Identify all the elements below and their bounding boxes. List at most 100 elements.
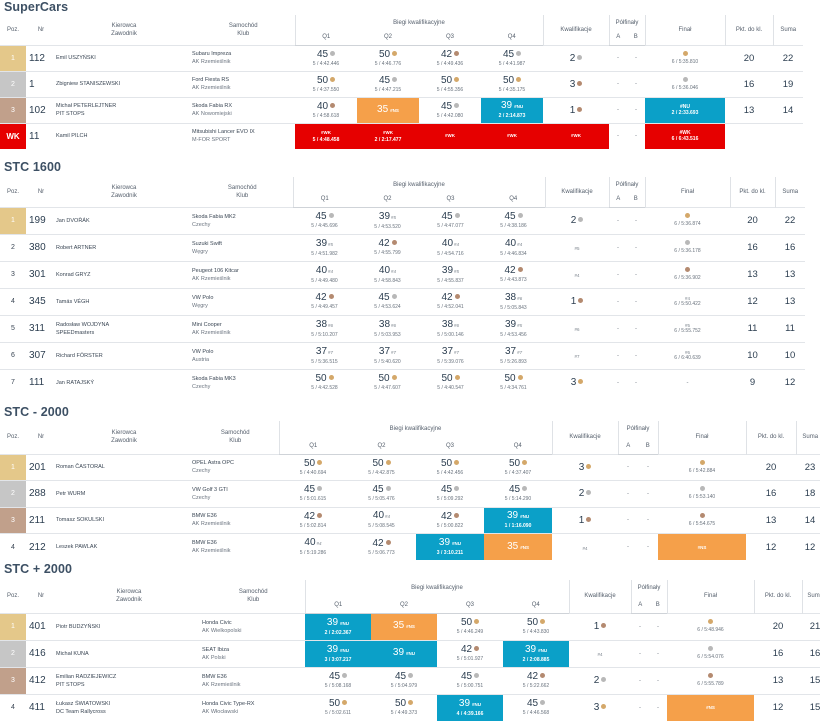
final-cell[interactable]: #NU 2 / 2:33.693 [645, 96, 726, 123]
table-row[interactable]: 1 199 Jan DVOŘÁK Skoda Fabia MK2 Czechy 45 5 /… [0, 206, 806, 234]
heat-cell-q1[interactable]: 38#6 5 / 5:10.207 [293, 314, 356, 342]
final-cell[interactable]: - [645, 368, 731, 396]
table-row[interactable]: 2 416 Michał KUNA SEAT Ibiza AK Polski 39 #NU 3… [0, 639, 820, 667]
heat-cell-q3[interactable]: 40#4 5 / 4:54.716 [419, 233, 482, 261]
heat-cell-q4[interactable]: 50 5 / 4:34.761 [482, 368, 546, 396]
heat-cell-q3[interactable]: 50 5 / 4:46.249 [437, 612, 503, 640]
heat-cell-q4[interactable]: 37#7 5 / 5:26.893 [482, 341, 546, 369]
heat-cell-q4[interactable]: 35 #NS [484, 533, 553, 560]
heat-cell-q1[interactable]: 40 5 / 4:58.618 [295, 96, 357, 123]
heat-cell-q2[interactable]: 37#7 5 / 5:40.620 [356, 341, 419, 369]
heat-cell-q4[interactable]: 45 5 / 4:41.987 [481, 44, 544, 71]
heat-cell-q3[interactable]: 42 5 / 4:52.041 [419, 287, 482, 315]
table-row[interactable]: 3 412 Emilian RADZIEJEWICZ PIT STOPS BMW E36… [0, 666, 820, 694]
table-row[interactable]: 2 288 Petr WURM VW Golf 3 GTI Czechy 45 5 / 5:… [0, 480, 820, 507]
heat-cell-q2[interactable]: 42 5 / 5:06.773 [347, 533, 416, 560]
heat-cell-q1[interactable]: 50 5 / 4:42.528 [293, 368, 356, 396]
heat-cell-q4[interactable]: 38#6 5 / 5:05.843 [482, 287, 546, 315]
final-cell[interactable]: #WK 6 / 6:43.516 [645, 122, 726, 149]
heat-cell-q4[interactable]: 40#4 5 / 4:46.834 [482, 233, 546, 261]
heat-cell-q4[interactable]: 39#5 5 / 4:53.456 [482, 314, 546, 342]
heat-cell-q3[interactable]: 42 5 / 4:49.436 [419, 44, 481, 71]
heat-cell-q1[interactable]: 39 #NU 3 / 3:07.217 [305, 639, 371, 667]
heat-cell-q1[interactable]: 50 5 / 4:37.550 [295, 70, 357, 97]
heat-cell-q1[interactable]: 39#5 5 / 4:51.982 [293, 233, 356, 261]
heat-cell-q4[interactable]: 45 5 / 4:38.186 [482, 206, 546, 234]
heat-cell-q2[interactable]: #WK 2 / 2:17.477 [357, 122, 419, 149]
heat-cell-q2[interactable]: 42 5 / 4:55.799 [356, 233, 419, 261]
table-row[interactable]: 4 345 Tamás VÉGH VW Polo Węgry 42 5 / 4:49.457… [0, 287, 806, 315]
heat-cell-q3[interactable]: #WK [419, 122, 481, 149]
heat-cell-q2[interactable]: 35 #NS [371, 612, 437, 640]
table-row[interactable]: 2 1 Zbigniew STANISZEWSKI Ford Fiesta RS AK … [0, 70, 804, 97]
table-row[interactable]: WK 11 Kamil PILCH Mitsubishi Lancer EVO IX M… [0, 122, 804, 149]
heat-cell-q1[interactable]: 45 5 / 5:01.615 [279, 480, 347, 507]
heat-cell-q3[interactable]: 39 #NU 3 / 3:10.211 [416, 533, 484, 560]
final-cell[interactable]: 6 / 5:54.675 [658, 506, 747, 534]
final-cell[interactable]: 6 / 5:36.178 [645, 233, 731, 261]
heat-cell-q3[interactable]: 42 5 / 5:01.927 [437, 639, 503, 667]
final-cell[interactable]: 6 / 5:53.140 [658, 480, 747, 507]
heat-cell-q3[interactable]: 50 5 / 4:42.456 [416, 453, 484, 481]
heat-cell-q2[interactable]: 50 5 / 4:46.776 [357, 44, 419, 71]
final-cell[interactable]: #6 6 / 6:40.639 [645, 341, 731, 369]
final-cell[interactable]: #NS [667, 693, 755, 721]
final-cell[interactable]: 6 / 5:42.884 [658, 453, 747, 481]
heat-cell-q2[interactable]: 39#5 5 / 4:53.520 [356, 206, 419, 234]
heat-cell-q3[interactable]: 50 5 / 4:55.356 [419, 70, 481, 97]
table-row[interactable]: 1 201 Roman ČASTORAL OPEL Astra OPC Czechy 50… [0, 453, 820, 481]
heat-cell-q1[interactable]: 37#7 5 / 5:36.515 [293, 341, 356, 369]
heat-cell-q4[interactable]: 39 #NU 2 / 2:14.873 [481, 96, 544, 123]
heat-cell-q1[interactable]: 50 5 / 5:02.611 [305, 693, 371, 721]
heat-cell-q4[interactable]: 45 5 / 5:14.290 [484, 480, 553, 507]
final-cell[interactable]: #NS [658, 533, 747, 560]
heat-cell-q3[interactable]: 37#7 5 / 5:39.076 [419, 341, 482, 369]
heat-cell-q1[interactable]: 45 5 / 4:42.446 [295, 44, 357, 71]
heat-cell-q1[interactable]: 39 #NU 2 / 2:02.367 [305, 612, 371, 640]
table-row[interactable]: 2 380 Robert ARTNER Suzuki Swift Węgry 39#5 5 … [0, 233, 806, 261]
heat-cell-q2[interactable]: 45 5 / 5:04.979 [371, 666, 437, 694]
heat-cell-q4[interactable]: 50 5 / 4:35.175 [481, 70, 544, 97]
final-cell[interactable]: 6 / 5:54.076 [667, 639, 755, 667]
heat-cell-q1[interactable]: 42 5 / 5:02.814 [279, 506, 347, 534]
final-cell[interactable]: #4 6 / 5:50.422 [645, 287, 731, 315]
heat-cell-q3[interactable]: 45 5 / 4:42.080 [419, 96, 481, 123]
heat-cell-q1[interactable]: #WK 5 / 4:48.458 [295, 122, 357, 149]
table-row[interactable]: 3 301 Konrad GRYZ Peugeot 106 Kitcar AK Rzem… [0, 260, 806, 288]
heat-cell-q1[interactable]: 45 5 / 5:08.168 [305, 666, 371, 694]
heat-cell-q2[interactable]: 39 #NU [371, 639, 437, 667]
heat-cell-q3[interactable]: 39#5 5 / 4:55.837 [419, 260, 482, 288]
heat-cell-q4[interactable]: 50 5 / 4:37.407 [484, 453, 553, 481]
heat-cell-q1[interactable]: 42 5 / 4:49.457 [293, 287, 356, 315]
table-row[interactable]: 1 401 Piotr BUDZYŃSKI Honda Civic AK Wielkop… [0, 612, 820, 640]
heat-cell-q4[interactable]: 50 5 / 4:43.830 [503, 612, 570, 640]
heat-cell-q3[interactable]: 39 #NU 4 / 4:39.166 [437, 693, 503, 721]
final-cell[interactable]: 6 / 5:36.046 [645, 70, 726, 97]
heat-cell-q2[interactable]: 45 5 / 5:05.476 [347, 480, 416, 507]
heat-cell-q2[interactable]: 40#4 5 / 5:08.545 [347, 506, 416, 534]
heat-cell-q4[interactable]: 39 #NU 1 / 1:16.090 [484, 506, 553, 534]
final-cell[interactable]: 6 / 5:35.810 [645, 44, 726, 71]
heat-cell-q2[interactable]: 50 5 / 4:49.373 [371, 693, 437, 721]
heat-cell-q1[interactable]: 40#4 5 / 4:49.480 [293, 260, 356, 288]
heat-cell-q1[interactable]: 45 5 / 4:45.696 [293, 206, 356, 234]
heat-cell-q3[interactable]: 45 5 / 5:09.292 [416, 480, 484, 507]
final-cell[interactable]: #5 6 / 5:55.752 [645, 314, 731, 342]
heat-cell-q2[interactable]: 50 5 / 4:47.607 [356, 368, 419, 396]
table-row[interactable]: 3 102 Michał PETERLEJTNER PIT STOPS Skoda Fa… [0, 96, 804, 123]
heat-cell-q4[interactable]: 42 5 / 5:22.662 [503, 666, 570, 694]
heat-cell-q2[interactable]: 45 5 / 4:47.215 [357, 70, 419, 97]
final-cell[interactable]: 6 / 5:36.874 [645, 206, 731, 234]
final-cell[interactable]: 6 / 5:48.946 [667, 612, 755, 640]
heat-cell-q2[interactable]: 40#4 5 / 4:58.843 [356, 260, 419, 288]
heat-cell-q3[interactable]: 42 5 / 5:00.822 [416, 506, 484, 534]
table-row[interactable]: 1 112 Emil USZYŃSKI Subaru Impreza AK Rzemie… [0, 44, 804, 71]
heat-cell-q3[interactable]: 50 5 / 4:40.547 [419, 368, 482, 396]
table-row[interactable]: 4 212 Leszek PAWLAK BMW E36 AK Rzemieślnik 40… [0, 533, 820, 560]
heat-cell-q4[interactable]: 45 5 / 4:46.568 [503, 693, 570, 721]
heat-cell-q2[interactable]: 35 #NS [357, 96, 419, 123]
final-cell[interactable]: 6 / 5:36.902 [645, 260, 731, 288]
table-row[interactable]: 6 307 Richard FÖRSTER VW Polo Austria 37#7 5 /… [0, 341, 806, 369]
heat-cell-q3[interactable]: 45 5 / 5:00.751 [437, 666, 503, 694]
heat-cell-q2[interactable]: 38#6 5 / 5:03.953 [356, 314, 419, 342]
